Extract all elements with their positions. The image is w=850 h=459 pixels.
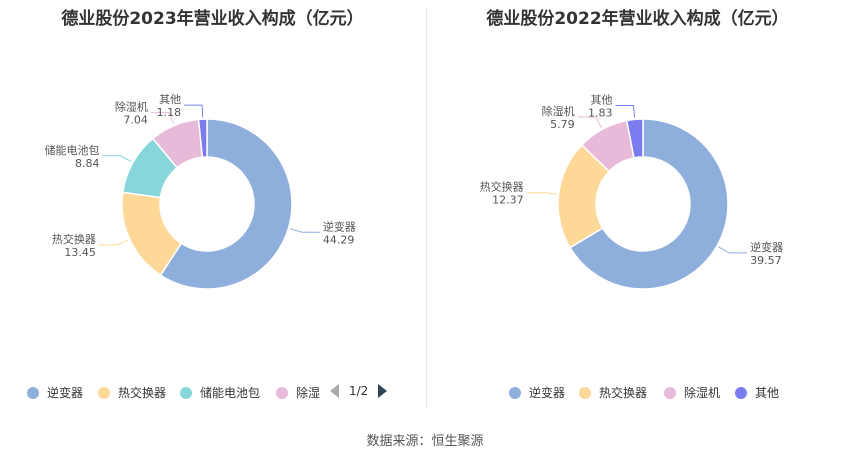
- slice-label-1-1: 热交换器: [480, 180, 524, 194]
- slice-value-0-4: 1.18: [157, 106, 182, 119]
- slice-label-0-3: 除湿机: [115, 100, 148, 114]
- slice-value-0-0: 44.29: [323, 233, 355, 246]
- leader-line-1-0: [718, 246, 748, 254]
- legend-next-arrow-icon[interactable]: [378, 384, 388, 398]
- legend-item-0-0[interactable]: 逆变器: [27, 384, 83, 401]
- legend-marker-icon: [509, 386, 521, 399]
- legend-label: 热交换器: [599, 386, 648, 400]
- slice-value-1-2: 5.79: [550, 118, 575, 131]
- slice-1-3[interactable]: [625, 118, 644, 159]
- legend-label: 除湿: [296, 386, 321, 400]
- legend-label: 其他: [755, 386, 780, 400]
- chart-2023: 德业股份2023年营业收入构成（亿元） 逆变器 44.29 热交换器 13.45 储能电…: [0, 0, 425, 410]
- legend-page-indicator: 1/2: [349, 384, 369, 398]
- slice-1-0[interactable]: [568, 118, 729, 290]
- slice-value-0-2: 8.84: [75, 157, 100, 170]
- legend-marker-icon: [664, 386, 676, 399]
- leader-line-0-1: [98, 239, 129, 246]
- leader-line-1-3: [615, 104, 636, 118]
- legend-marker-icon: [579, 386, 591, 399]
- leader-line-1-2: [577, 116, 602, 128]
- legend-2023: 1/2 逆变器 热交换器 储能电池包 除湿: [0, 384, 425, 404]
- legend-label: 逆变器: [529, 386, 566, 400]
- leader-line-1-1: [526, 192, 557, 195]
- legend-marker-icon: [180, 386, 192, 399]
- legend-item-1-2[interactable]: 除湿机: [664, 384, 720, 401]
- legend-item-1-1[interactable]: 热交换器: [579, 384, 647, 401]
- legend-label: 热交换器: [118, 386, 167, 400]
- leader-line-0-3: [150, 112, 174, 124]
- slice-0-4[interactable]: [197, 118, 208, 159]
- panel-divider: [426, 8, 427, 408]
- slice-value-1-0: 39.57: [750, 254, 782, 267]
- slice-value-0-1: 13.45: [64, 246, 96, 259]
- legend-label: 逆变器: [47, 386, 84, 400]
- slice-label-0-1: 热交换器: [52, 232, 96, 246]
- slice-value-1-3: 1.83: [588, 106, 613, 119]
- slice-0-0[interactable]: [159, 118, 293, 290]
- legend-2022: 逆变器 热交换器 除湿机 其他: [425, 384, 850, 404]
- legend-marker-icon: [735, 386, 747, 399]
- legend-item-1-3[interactable]: 其他: [735, 384, 779, 401]
- legend-pager: 1/2: [330, 384, 388, 398]
- legend-item-0-3[interactable]: 除湿: [276, 384, 320, 401]
- chart-2022: 德业股份2022年营业收入构成（亿元） 逆变器 39.57 热交换器 12.37 除湿机…: [425, 0, 850, 410]
- slice-value-1-1: 12.37: [492, 194, 524, 207]
- data-source-note: 数据来源：恒生聚源: [366, 434, 484, 449]
- leader-line-0-0: [290, 228, 320, 233]
- slice-value-0-3: 7.04: [123, 114, 148, 127]
- legend-item-1-0[interactable]: 逆变器: [509, 384, 565, 401]
- chart-title-2023: 德业股份2023年营业收入构成（亿元）: [61, 9, 364, 29]
- slice-label-0-2: 储能电池包: [45, 143, 100, 157]
- slice-label-0-4: 其他: [159, 93, 181, 106]
- legend-marker-icon: [98, 386, 110, 399]
- legend-marker-icon: [276, 386, 288, 399]
- slice-label-1-0: 逆变器: [750, 240, 783, 254]
- legend-item-0-1[interactable]: 热交换器: [98, 384, 166, 401]
- leader-line-0-4: [184, 104, 204, 118]
- slice-label-1-3: 其他: [590, 93, 612, 106]
- leader-line-0-2: [102, 155, 132, 163]
- legend-marker-icon: [27, 386, 39, 399]
- legend-label: 储能电池包: [200, 386, 261, 400]
- legend-prev-arrow-icon[interactable]: [330, 384, 339, 398]
- slice-label-1-2: 除湿机: [542, 104, 575, 118]
- chart-title-2022: 德业股份2022年营业收入构成（亿元）: [486, 9, 789, 29]
- legend-item-0-2[interactable]: 储能电池包: [180, 384, 260, 401]
- legend-label: 除湿机: [684, 386, 721, 400]
- slice-label-0-0: 逆变器: [323, 219, 356, 233]
